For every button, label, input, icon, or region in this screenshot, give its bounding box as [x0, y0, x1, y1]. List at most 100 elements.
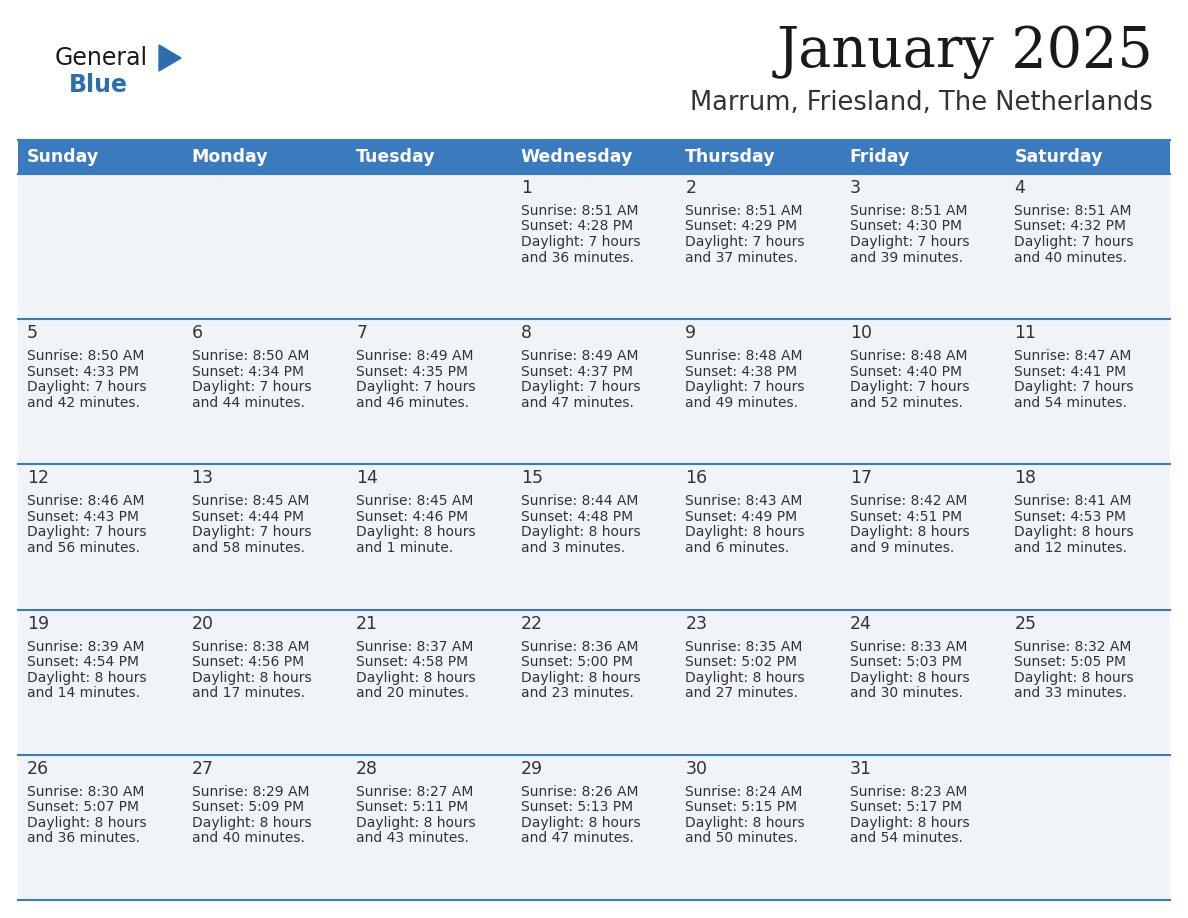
Text: 26: 26 — [27, 760, 49, 778]
Text: and 43 minutes.: and 43 minutes. — [356, 832, 469, 845]
Text: Daylight: 7 hours: Daylight: 7 hours — [1015, 380, 1133, 394]
Text: Daylight: 7 hours: Daylight: 7 hours — [27, 525, 146, 540]
Text: Sunrise: 8:41 AM: Sunrise: 8:41 AM — [1015, 495, 1132, 509]
Text: Sunrise: 8:24 AM: Sunrise: 8:24 AM — [685, 785, 803, 799]
Text: Sunrise: 8:51 AM: Sunrise: 8:51 AM — [849, 204, 967, 218]
Text: Sunset: 5:00 PM: Sunset: 5:00 PM — [520, 655, 633, 669]
Text: Daylight: 8 hours: Daylight: 8 hours — [356, 525, 475, 540]
Text: and 40 minutes.: and 40 minutes. — [1015, 251, 1127, 264]
Text: 27: 27 — [191, 760, 214, 778]
Text: Sunset: 4:43 PM: Sunset: 4:43 PM — [27, 509, 139, 524]
Text: January 2025: January 2025 — [776, 25, 1154, 79]
Text: and 40 minutes.: and 40 minutes. — [191, 832, 304, 845]
Text: 6: 6 — [191, 324, 203, 342]
Text: and 56 minutes.: and 56 minutes. — [27, 541, 140, 554]
Text: Sunrise: 8:44 AM: Sunrise: 8:44 AM — [520, 495, 638, 509]
Text: Sunrise: 8:46 AM: Sunrise: 8:46 AM — [27, 495, 145, 509]
Text: Wednesday: Wednesday — [520, 148, 633, 166]
Text: 15: 15 — [520, 469, 543, 487]
Text: Sunset: 4:30 PM: Sunset: 4:30 PM — [849, 219, 962, 233]
Text: 16: 16 — [685, 469, 707, 487]
Text: Sunrise: 8:45 AM: Sunrise: 8:45 AM — [356, 495, 474, 509]
Text: Sunset: 4:48 PM: Sunset: 4:48 PM — [520, 509, 633, 524]
Text: Daylight: 7 hours: Daylight: 7 hours — [1015, 235, 1133, 249]
Text: 30: 30 — [685, 760, 707, 778]
Bar — [18, 319, 1170, 465]
Text: Daylight: 7 hours: Daylight: 7 hours — [849, 235, 969, 249]
Text: Sunset: 5:07 PM: Sunset: 5:07 PM — [27, 800, 139, 814]
Bar — [18, 465, 1170, 610]
Bar — [18, 610, 1170, 755]
Text: Daylight: 7 hours: Daylight: 7 hours — [356, 380, 475, 394]
Text: 28: 28 — [356, 760, 378, 778]
Text: Sunrise: 8:42 AM: Sunrise: 8:42 AM — [849, 495, 967, 509]
Polygon shape — [159, 45, 181, 71]
Text: Sunrise: 8:33 AM: Sunrise: 8:33 AM — [849, 640, 967, 654]
Text: General: General — [55, 46, 148, 70]
Bar — [18, 140, 183, 174]
Text: Daylight: 8 hours: Daylight: 8 hours — [1015, 671, 1135, 685]
Text: Sunrise: 8:26 AM: Sunrise: 8:26 AM — [520, 785, 638, 799]
Text: 2: 2 — [685, 179, 696, 197]
Text: Sunset: 5:03 PM: Sunset: 5:03 PM — [849, 655, 962, 669]
Text: Sunrise: 8:23 AM: Sunrise: 8:23 AM — [849, 785, 967, 799]
Text: Daylight: 8 hours: Daylight: 8 hours — [849, 671, 969, 685]
Text: Daylight: 8 hours: Daylight: 8 hours — [685, 671, 805, 685]
Text: Sunset: 4:51 PM: Sunset: 4:51 PM — [849, 509, 962, 524]
Text: Sunset: 5:09 PM: Sunset: 5:09 PM — [191, 800, 304, 814]
Text: and 47 minutes.: and 47 minutes. — [520, 832, 633, 845]
Text: Sunset: 4:33 PM: Sunset: 4:33 PM — [27, 364, 139, 379]
Text: and 58 minutes.: and 58 minutes. — [191, 541, 304, 554]
Text: Saturday: Saturday — [1015, 148, 1102, 166]
Text: Tuesday: Tuesday — [356, 148, 436, 166]
Text: Sunset: 4:49 PM: Sunset: 4:49 PM — [685, 509, 797, 524]
Text: 14: 14 — [356, 469, 378, 487]
Text: and 44 minutes.: and 44 minutes. — [191, 396, 304, 409]
Bar — [676, 140, 841, 174]
Text: Daylight: 8 hours: Daylight: 8 hours — [685, 816, 805, 830]
Text: Sunrise: 8:51 AM: Sunrise: 8:51 AM — [685, 204, 803, 218]
Text: Sunset: 4:32 PM: Sunset: 4:32 PM — [1015, 219, 1126, 233]
Text: and 20 minutes.: and 20 minutes. — [356, 686, 469, 700]
Text: Daylight: 8 hours: Daylight: 8 hours — [520, 525, 640, 540]
Text: Daylight: 8 hours: Daylight: 8 hours — [520, 816, 640, 830]
Text: and 30 minutes.: and 30 minutes. — [849, 686, 962, 700]
Text: Daylight: 7 hours: Daylight: 7 hours — [520, 235, 640, 249]
Text: 8: 8 — [520, 324, 532, 342]
Text: Sunrise: 8:27 AM: Sunrise: 8:27 AM — [356, 785, 474, 799]
Text: Sunrise: 8:30 AM: Sunrise: 8:30 AM — [27, 785, 145, 799]
Text: Sunset: 5:05 PM: Sunset: 5:05 PM — [1015, 655, 1126, 669]
Text: Sunset: 4:28 PM: Sunset: 4:28 PM — [520, 219, 633, 233]
Text: and 27 minutes.: and 27 minutes. — [685, 686, 798, 700]
Text: Daylight: 7 hours: Daylight: 7 hours — [685, 235, 804, 249]
Text: Sunset: 4:37 PM: Sunset: 4:37 PM — [520, 364, 633, 379]
Text: Blue: Blue — [69, 73, 128, 97]
Text: Daylight: 8 hours: Daylight: 8 hours — [27, 671, 146, 685]
Text: Daylight: 7 hours: Daylight: 7 hours — [191, 525, 311, 540]
Text: Sunrise: 8:45 AM: Sunrise: 8:45 AM — [191, 495, 309, 509]
Text: Daylight: 8 hours: Daylight: 8 hours — [356, 816, 475, 830]
Text: and 14 minutes.: and 14 minutes. — [27, 686, 140, 700]
Text: Sunset: 4:53 PM: Sunset: 4:53 PM — [1015, 509, 1126, 524]
Bar — [512, 140, 676, 174]
Text: Sunset: 5:02 PM: Sunset: 5:02 PM — [685, 655, 797, 669]
Bar — [18, 755, 1170, 900]
Text: and 36 minutes.: and 36 minutes. — [27, 832, 140, 845]
Text: Sunrise: 8:32 AM: Sunrise: 8:32 AM — [1015, 640, 1132, 654]
Text: Sunrise: 8:47 AM: Sunrise: 8:47 AM — [1015, 349, 1132, 364]
Text: Sunrise: 8:37 AM: Sunrise: 8:37 AM — [356, 640, 474, 654]
Text: Daylight: 8 hours: Daylight: 8 hours — [1015, 525, 1135, 540]
Text: Sunset: 4:46 PM: Sunset: 4:46 PM — [356, 509, 468, 524]
Bar — [841, 140, 1005, 174]
Text: and 49 minutes.: and 49 minutes. — [685, 396, 798, 409]
Text: Friday: Friday — [849, 148, 910, 166]
Text: Sunset: 4:41 PM: Sunset: 4:41 PM — [1015, 364, 1126, 379]
Text: Thursday: Thursday — [685, 148, 776, 166]
Text: and 42 minutes.: and 42 minutes. — [27, 396, 140, 409]
Text: Daylight: 8 hours: Daylight: 8 hours — [191, 671, 311, 685]
Text: 9: 9 — [685, 324, 696, 342]
Text: and 37 minutes.: and 37 minutes. — [685, 251, 798, 264]
Bar — [347, 140, 512, 174]
Text: and 36 minutes.: and 36 minutes. — [520, 251, 633, 264]
Text: Sunset: 4:35 PM: Sunset: 4:35 PM — [356, 364, 468, 379]
